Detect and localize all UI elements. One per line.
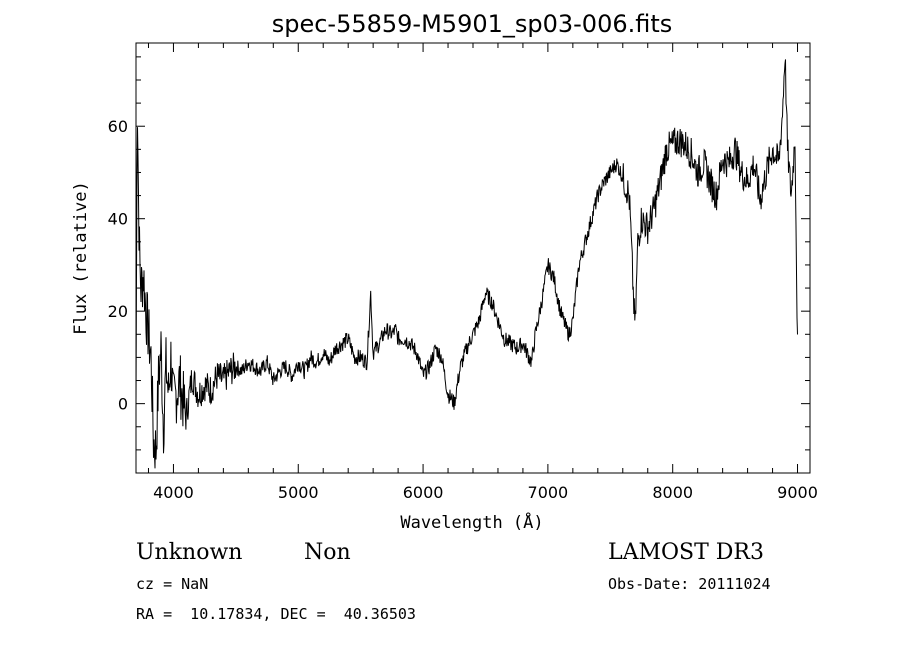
x-tick-label: 6000: [403, 483, 444, 502]
y-tick-label: 20: [108, 302, 128, 321]
chart-title: spec-55859-M5901_sp03-006.fits: [271, 10, 673, 38]
x-tick-label: 8000: [652, 483, 693, 502]
x-tick-labels: 4000 5000 6000 7000 8000 9000: [153, 483, 818, 502]
y-axis-label: Flux (relative): [71, 181, 91, 335]
y-tick-label: 40: [108, 210, 128, 229]
object-subclass: Non: [304, 540, 351, 565]
x-tick-label: 5000: [278, 483, 319, 502]
spectrum-line: [135, 59, 798, 469]
redshift-text: cz = NaN: [136, 575, 209, 593]
obs-date-text: Obs-Date: 20111024: [608, 575, 771, 593]
object-class: Unknown: [136, 540, 243, 565]
survey-name: LAMOST DR3: [608, 540, 764, 565]
x-tick-label: 7000: [528, 483, 569, 502]
plot-frame: [135, 42, 811, 474]
axis-ticks: [136, 43, 810, 473]
y-tick-label: 0: [118, 395, 128, 414]
coordinates-text: RA = 10.17834, DEC = 40.36503: [136, 605, 416, 623]
x-tick-label: 4000: [153, 483, 194, 502]
x-tick-label: 9000: [777, 483, 818, 502]
y-tick-labels: 0 20 40 60: [108, 117, 128, 413]
y-tick-label: 60: [108, 117, 128, 136]
x-axis-label: Wavelength (Å): [400, 511, 543, 533]
